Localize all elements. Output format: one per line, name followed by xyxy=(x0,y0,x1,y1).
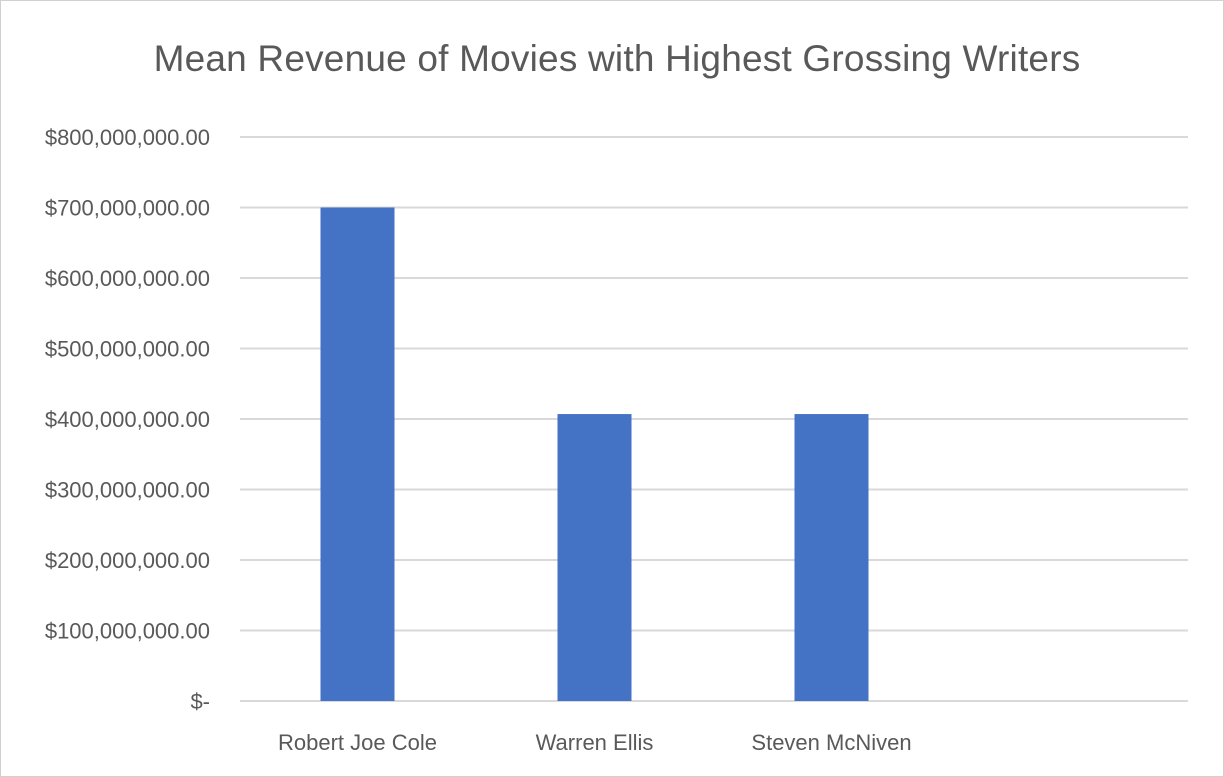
y-tick-label: $500,000,000.00 xyxy=(45,337,210,362)
x-category-label: Steven McNiven xyxy=(751,730,911,755)
bar-robert-joe-cole xyxy=(320,207,395,701)
y-tick-label: $200,000,000.00 xyxy=(45,548,210,573)
y-tick-label: $300,000,000.00 xyxy=(45,478,210,503)
x-axis-category-labels: Robert Joe Cole Warren Ellis Steven McNive… xyxy=(278,730,912,755)
y-tick-label: $600,000,000.00 xyxy=(45,266,210,291)
gridlines xyxy=(240,136,1188,702)
y-tick-label: $400,000,000.00 xyxy=(45,407,210,432)
chart-title: Mean Revenue of Movies with Highest Gros… xyxy=(153,38,1081,79)
y-tick-label: $800,000,000.00 xyxy=(45,125,210,150)
x-category-label: Warren Ellis xyxy=(536,730,654,755)
y-axis-tick-labels: $- $100,000,000.00 $200,000,000.00 $300,000… xyxy=(45,125,210,714)
y-tick-label: $- xyxy=(190,689,210,714)
bars xyxy=(320,207,869,701)
y-tick-label: $100,000,000.00 xyxy=(45,619,210,644)
x-category-label: Robert Joe Cole xyxy=(278,730,437,755)
y-tick-label: $700,000,000.00 xyxy=(45,196,210,221)
bar-steven-mcniven xyxy=(794,414,869,701)
bar-warren-ellis xyxy=(557,414,632,701)
